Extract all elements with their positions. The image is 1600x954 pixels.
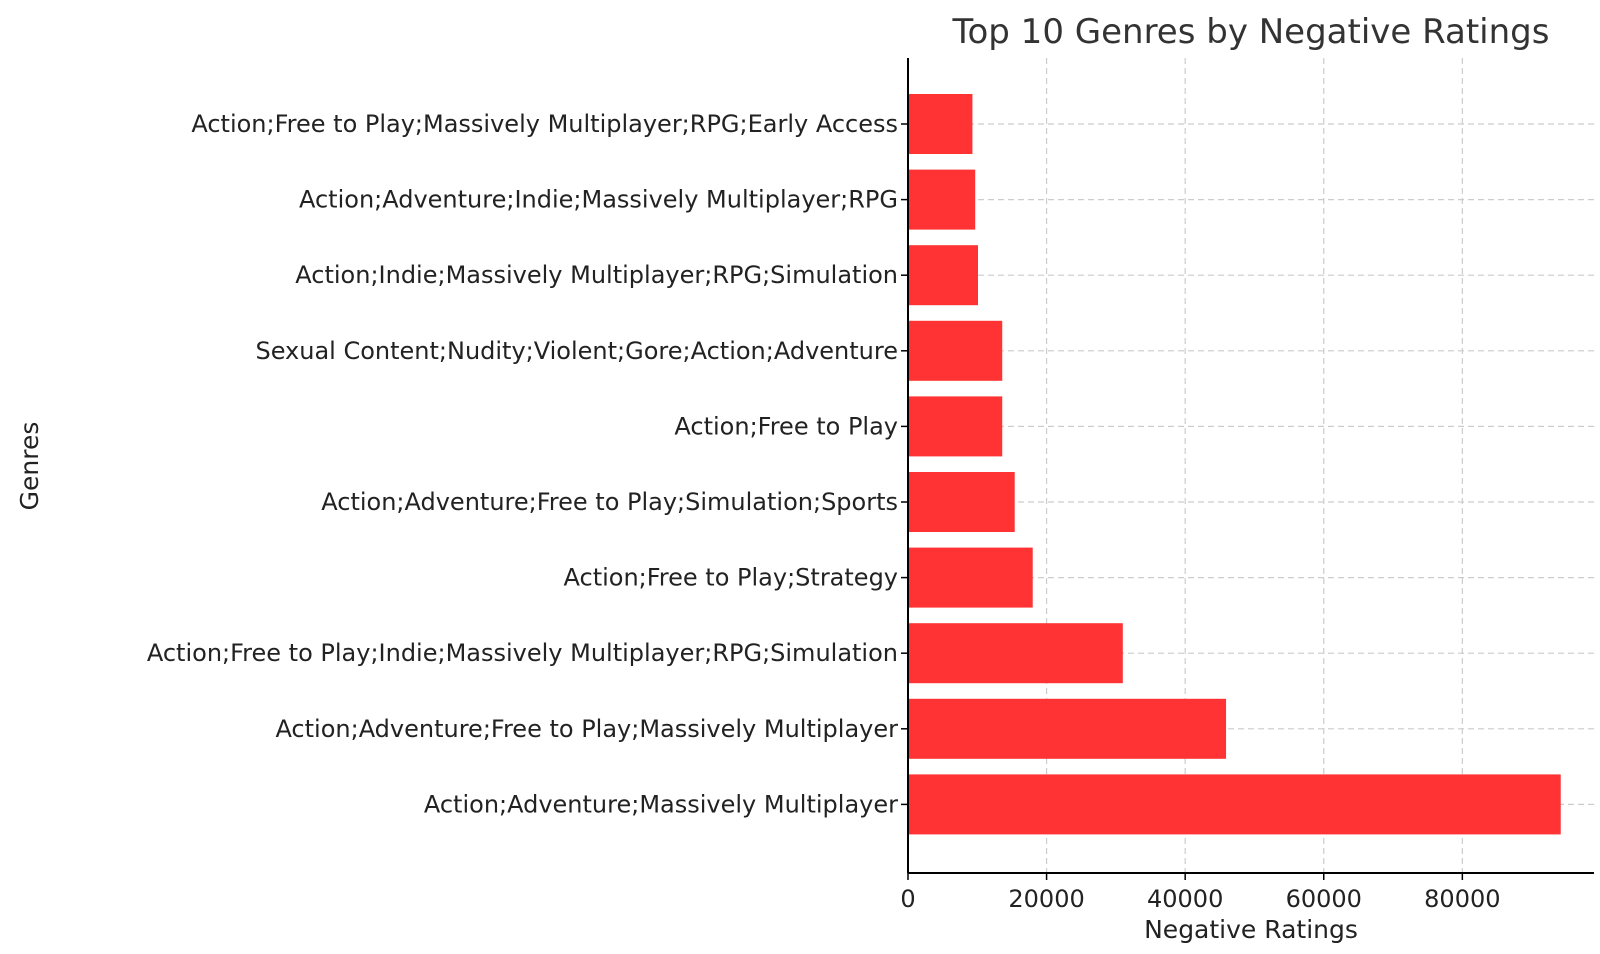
category-label: Action;Adventure;Free to Play;Massively … bbox=[275, 715, 898, 743]
category-label: Action;Free to Play;Indie;Massively Mult… bbox=[147, 639, 898, 667]
axes bbox=[907, 58, 1594, 874]
x-tick-label: 20000 bbox=[1008, 885, 1084, 913]
category-label: Action;Adventure;Free to Play;Simulation… bbox=[321, 488, 898, 516]
category-label: Action;Adventure;Indie;Massively Multipl… bbox=[299, 186, 898, 214]
bar bbox=[908, 320, 1003, 381]
category-label: Sexual Content;Nudity;Violent;Gore;Actio… bbox=[255, 337, 898, 365]
x-tick-label: 80000 bbox=[1424, 885, 1500, 913]
category-label: Action;Indie;Massively Multiplayer;RPG;S… bbox=[295, 261, 898, 289]
x-tick-label: 60000 bbox=[1286, 885, 1362, 913]
bar bbox=[908, 94, 973, 154]
bar bbox=[908, 774, 1561, 835]
bar bbox=[908, 623, 1123, 684]
x-axis-label: Negative Ratings bbox=[1144, 915, 1358, 944]
bar bbox=[908, 698, 1227, 759]
bar bbox=[908, 472, 1015, 532]
bar bbox=[908, 169, 976, 230]
category-label: Action;Free to Play bbox=[674, 412, 898, 440]
category-label: Action;Free to Play;Strategy bbox=[564, 564, 899, 592]
bar bbox=[908, 396, 1003, 457]
bar bbox=[908, 245, 978, 306]
y-axis-label: Genres bbox=[15, 422, 44, 511]
category-labels: Action;Free to Play;Massively Multiplaye… bbox=[147, 110, 908, 818]
category-label: Action;Free to Play;Massively Multiplaye… bbox=[191, 110, 898, 138]
chart-title: Top 10 Genres by Negative Ratings bbox=[952, 12, 1550, 52]
x-tick-label: 40000 bbox=[1147, 885, 1223, 913]
category-label: Action;Adventure;Massively Multiplayer bbox=[424, 790, 898, 818]
bar bbox=[908, 547, 1033, 608]
x-tick-label: 0 bbox=[900, 885, 915, 913]
bars bbox=[908, 94, 1561, 835]
x-ticks: 0 20000 40000 60000 80000 bbox=[900, 873, 1501, 913]
